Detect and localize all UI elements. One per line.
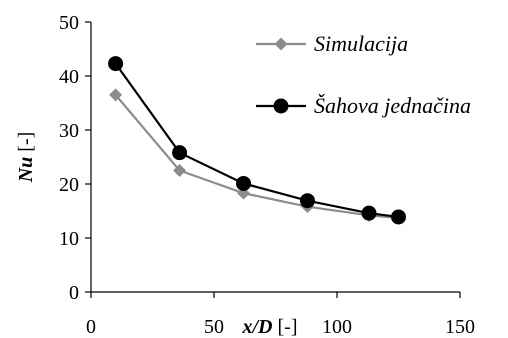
axes [90,22,460,293]
x-axis-label: x/D [-] [242,316,298,338]
y-tick-label: 20 [59,174,79,196]
y-tick-label: 30 [59,120,79,142]
legend-marker-diamond [274,37,288,51]
legend-marker-circle [273,98,289,114]
x-tick-label: 150 [445,316,475,338]
data-point-simulacija [109,88,123,102]
data-point-simulacija [173,164,187,177]
x-tick-label: 0 [86,316,96,338]
data-point-sahova-jednacina [108,56,124,72]
data-point-sahova-jednacina [236,175,252,191]
x-tick-label: 100 [322,316,352,338]
legend-label-sahova-jednacina: Šahova jednačina [314,93,471,118]
y-axis-label: Nu [-] [15,132,37,184]
y-tick-label: 50 [59,12,79,34]
series-line-sahova-jednacina [114,62,399,219]
y-tick-labels: 0 10 20 30 40 50 [59,12,91,304]
legend-label-simulacija: Simulacija [314,31,408,56]
y-axis-label-unit: [-] [15,132,37,157]
x-tick-labels: 0 50 100 150 [86,292,475,338]
data-point-sahova-jednacina [361,205,377,221]
legend: Simulacija Šahova jednačina [256,31,471,118]
x-axis-label-main: x/D [242,316,273,338]
legend-item-sahova-jednacina: Šahova jednačina [256,93,471,118]
legend-item-simulacija: Simulacija [256,31,408,56]
data-point-sahova-jednacina [391,209,406,225]
x-axis-label-unit: [-] [273,316,298,338]
y-tick-label: 0 [69,282,79,304]
series-layer [108,56,406,225]
data-point-sahova-jednacina [299,193,315,209]
x-tick-label: 50 [204,316,224,338]
y-tick-label: 10 [59,228,79,250]
data-point-sahova-jednacina [172,145,188,161]
y-tick-label: 40 [59,66,79,88]
y-axis-label-main: Nu [15,157,37,184]
